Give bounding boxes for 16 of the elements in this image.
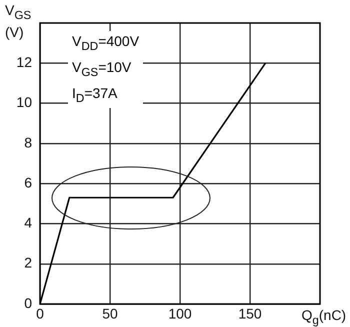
y-tick-label: 4 bbox=[24, 214, 32, 231]
y-tick-label: 6 bbox=[24, 174, 32, 190]
y-tick-label: 8 bbox=[24, 134, 32, 150]
y-axis-title: V$_{GS}$ (V) bbox=[5, 2, 32, 41]
y-tick-label: 12 bbox=[16, 54, 32, 70]
annotation: V$_{DD}$=400V bbox=[72, 32, 140, 55]
x-axis-title: Q$_{g}$(nC) bbox=[302, 307, 346, 327]
y-tick-label: 2 bbox=[24, 254, 32, 271]
y-tick-label: 10 bbox=[16, 94, 32, 110]
annotation: V$_{GS}$=10V bbox=[72, 58, 132, 81]
annotation: I$_{D}$=37A bbox=[72, 84, 118, 106]
x-tick-label: 50 bbox=[102, 305, 118, 322]
y-tick-label: 0 bbox=[24, 294, 32, 311]
x-tick-label: 100 bbox=[168, 305, 192, 322]
x-tick-label: 150 bbox=[238, 305, 262, 322]
x-tick-label: 0 bbox=[36, 305, 44, 322]
